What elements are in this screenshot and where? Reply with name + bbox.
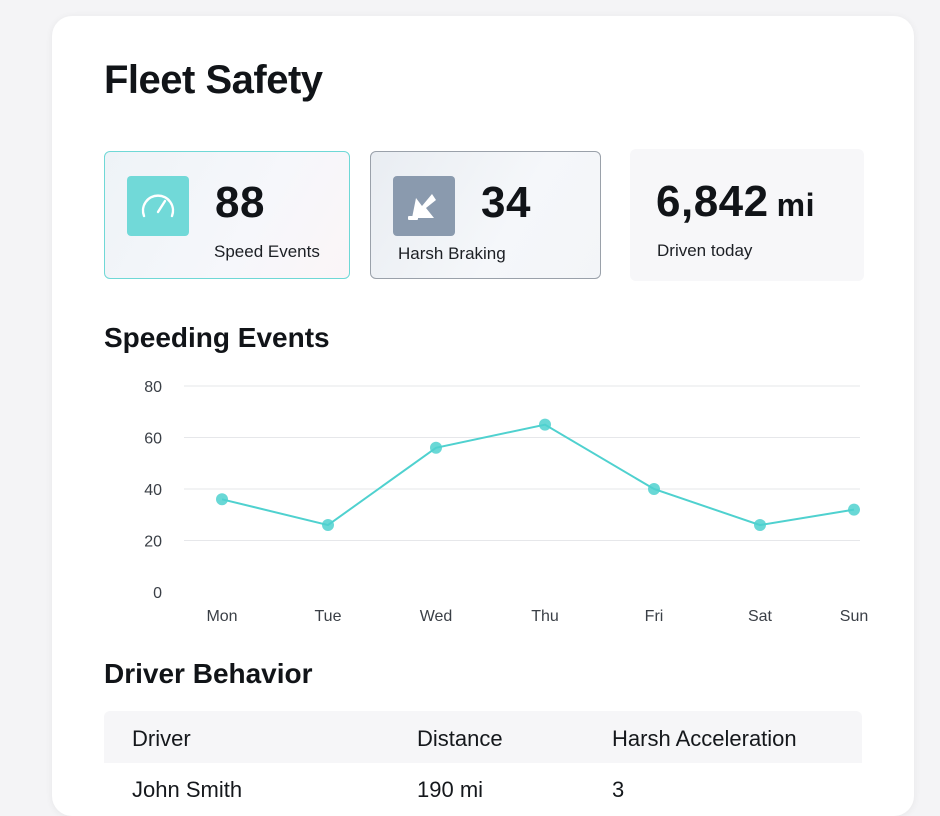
chart-title: Speeding Events — [104, 322, 330, 353]
y-tick-label: 0 — [153, 585, 162, 602]
harsh-braking-icon — [393, 176, 455, 236]
speeding-events-chart: 80 60 40 20 0 Mon Tue Wed Thu Fri Sat Sun — [144, 379, 868, 625]
stat-value: 34 — [481, 178, 531, 227]
data-point — [216, 493, 228, 506]
data-point — [848, 503, 860, 516]
table-row[interactable]: John Smith 190 mi 3 — [104, 763, 862, 802]
stat-card-speed-events[interactable]: 88 Speed Events — [104, 151, 350, 279]
stat-label: Harsh Braking — [398, 244, 506, 263]
x-tick-label: Wed — [420, 608, 453, 625]
x-tick-label: Mon — [206, 608, 237, 625]
stat-label: Speed Events — [214, 242, 320, 261]
x-tick-label: Fri — [645, 608, 664, 625]
table-header: Driver Distance Harsh Acceleration — [104, 711, 862, 763]
stat-card-distance[interactable]: 6,842 mi Driven today — [630, 149, 864, 281]
data-point — [648, 483, 660, 495]
data-point — [754, 519, 766, 532]
x-tick-label: Sun — [840, 608, 868, 625]
column-header-harsh-acceleration[interactable]: Harsh Acceleration — [612, 726, 797, 751]
x-tick-label: Tue — [315, 608, 342, 625]
column-header-distance[interactable]: Distance — [417, 726, 503, 751]
x-tick-label: Thu — [531, 608, 559, 625]
y-tick-label: 80 — [144, 379, 162, 396]
stat-label: Driven today — [657, 241, 753, 260]
page-title: Fleet Safety — [104, 58, 323, 102]
data-point — [539, 418, 551, 431]
stat-card-harsh-braking[interactable]: 34 Harsh Braking — [370, 151, 601, 279]
data-point — [430, 441, 442, 454]
y-tick-label: 40 — [144, 482, 162, 499]
stat-unit: mi — [776, 187, 815, 223]
table-title: Driver Behavior — [104, 658, 313, 689]
stat-value: 6,842 mi — [656, 177, 815, 227]
y-tick-label: 20 — [144, 534, 162, 551]
cell-harsh-acceleration: 3 — [612, 777, 625, 802]
data-point — [322, 519, 334, 532]
stat-value: 88 — [215, 178, 265, 227]
stat-number: 6,842 — [656, 177, 769, 226]
cell-driver: John Smith — [132, 777, 243, 802]
series-line — [221, 423, 855, 527]
x-tick-label: Sat — [748, 608, 773, 625]
cell-distance: 190 mi — [417, 777, 484, 802]
y-tick-label: 60 — [144, 431, 162, 448]
speedometer-icon — [127, 176, 189, 236]
column-header-driver[interactable]: Driver — [132, 726, 191, 751]
